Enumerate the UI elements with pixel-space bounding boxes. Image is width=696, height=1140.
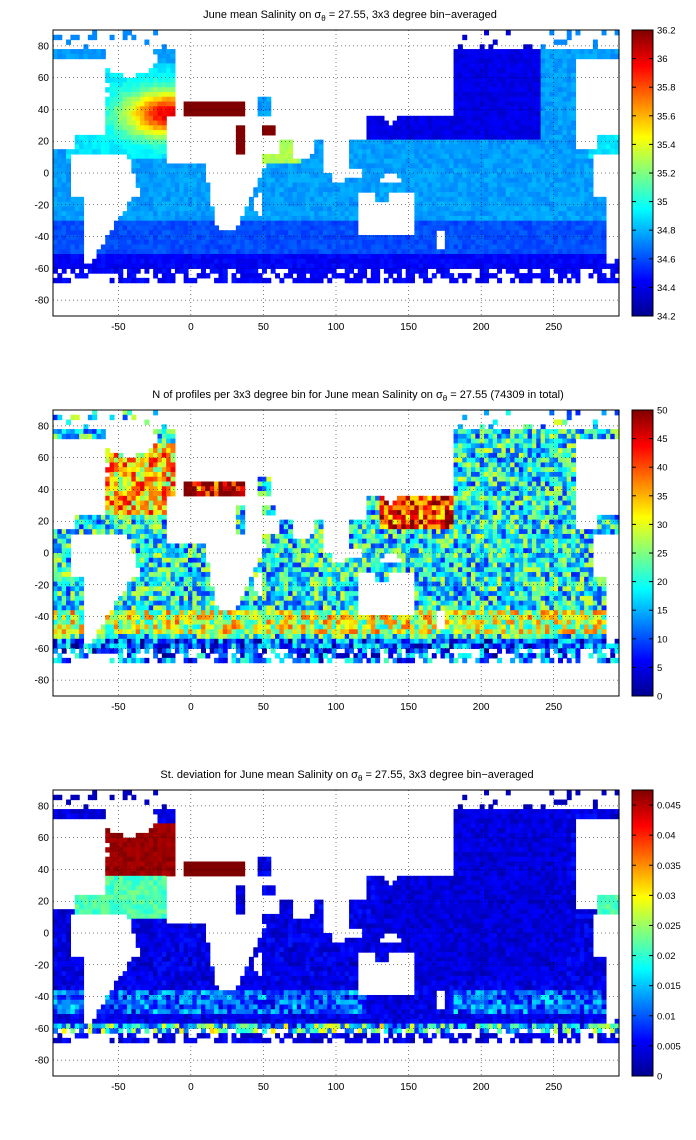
x-tick-label: -50 xyxy=(111,322,126,333)
y-tick-label: -80 xyxy=(35,1056,50,1067)
colorbar-tick-label: 36 xyxy=(657,54,668,65)
y-tick-label: -60 xyxy=(35,1024,50,1035)
y-tick-label: 0 xyxy=(43,549,49,560)
x-tick-label: 250 xyxy=(545,702,562,713)
panel-title: June mean Salinity on σθ = 27.55, 3x3 de… xyxy=(203,9,497,23)
colorbar-tick-label: 34.4 xyxy=(657,283,676,294)
y-tick-label: 20 xyxy=(38,137,50,148)
y-tick-label: 40 xyxy=(38,485,50,496)
y-tick-label: 0 xyxy=(43,169,49,180)
colorbar-tick-label: 35.6 xyxy=(657,111,676,122)
x-tick-label: 100 xyxy=(328,1082,345,1093)
y-tick-label: 60 xyxy=(38,453,50,464)
colorbar-tick-label: 0.01 xyxy=(657,1011,676,1022)
count-colorbar: 0 5 10 15 20 25 30 35 40 45 50 xyxy=(631,406,668,703)
panel-std: St. deviation for June mean Salinity on … xyxy=(35,769,681,1093)
colorbar-tick-label: 36.2 xyxy=(657,26,676,37)
colorbar-tick-label: 0.015 xyxy=(657,981,681,992)
y-tick-label: 80 xyxy=(38,421,50,432)
y-tick-label: 80 xyxy=(38,801,50,812)
y-tick-label: -40 xyxy=(35,612,50,623)
panel-count: N of profiles per 3x3 degree bin for Jun… xyxy=(35,389,668,713)
x-tick-label: 50 xyxy=(258,322,270,333)
colorbar-tick-label: 0.03 xyxy=(657,891,676,902)
x-tick-label: 200 xyxy=(473,702,490,713)
y-tick-label: 40 xyxy=(38,865,50,876)
std-colorbar: 0 0.005 0.01 0.015 0.02 0.025 0.03 0.035 0.04 0.0… xyxy=(631,789,681,1083)
colorbar-tick-label: 35.2 xyxy=(657,169,676,180)
x-tick-label: 150 xyxy=(400,1082,417,1093)
y-tick-label: 0 xyxy=(43,929,49,940)
colorbar-tick-label: 5 xyxy=(657,663,662,674)
std-map xyxy=(53,790,620,1076)
x-tick-label: 200 xyxy=(473,322,490,333)
y-tick-label: -20 xyxy=(35,200,50,211)
y-tick-label: 20 xyxy=(38,897,50,908)
colorbar-tick-label: 40 xyxy=(657,463,668,474)
x-tick-label: 200 xyxy=(473,1082,490,1093)
x-tick-label: 0 xyxy=(188,322,194,333)
x-tick-label: 100 xyxy=(328,322,345,333)
x-tick-label: 50 xyxy=(258,1082,270,1093)
x-tick-label: 0 xyxy=(188,1082,194,1093)
colorbar-tick-label: 35.4 xyxy=(657,140,676,151)
x-tick-label: 150 xyxy=(400,702,417,713)
colorbar-tick-label: 34.8 xyxy=(657,226,676,237)
colorbar-tick-label: 0 xyxy=(657,692,662,703)
y-tick-label: -80 xyxy=(35,676,50,687)
y-tick-label: -20 xyxy=(35,960,50,971)
x-tick-label: 50 xyxy=(258,702,270,713)
colorbar-gradient xyxy=(631,789,654,1077)
count-map xyxy=(53,410,620,696)
x-tick-label: -50 xyxy=(111,702,126,713)
colorbar-tick-label: 0.045 xyxy=(657,801,681,812)
y-tick-label: -60 xyxy=(35,644,50,655)
colorbar-tick-label: 0.02 xyxy=(657,951,676,962)
y-tick-label: 20 xyxy=(38,517,50,528)
colorbar-tick-label: 35 xyxy=(657,197,668,208)
colorbar-tick-label: 0.035 xyxy=(657,861,681,872)
y-tick-label: 60 xyxy=(38,833,50,844)
x-tick-label: 250 xyxy=(545,1082,562,1093)
colorbar-tick-label: 0.04 xyxy=(657,831,676,842)
x-tick-label: 0 xyxy=(188,702,194,713)
salinity-map xyxy=(53,30,620,316)
x-tick-label: 250 xyxy=(545,322,562,333)
panel-title: St. deviation for June mean Salinity on … xyxy=(160,769,533,783)
colorbar-tick-label: 25 xyxy=(657,549,668,560)
colorbar-tick-label: 0 xyxy=(657,1072,662,1083)
y-tick-label: 60 xyxy=(38,73,50,84)
colorbar-tick-label: 35.8 xyxy=(657,83,676,94)
colorbar-tick-label: 35 xyxy=(657,491,668,502)
colorbar-tick-label: 34.6 xyxy=(657,254,676,265)
colorbar-tick-label: 50 xyxy=(657,406,668,417)
y-tick-label: -40 xyxy=(35,232,50,243)
colorbar-tick-label: 45 xyxy=(657,434,668,445)
panel-title: N of profiles per 3x3 degree bin for Jun… xyxy=(152,389,563,403)
colorbar-tick-label: 0.025 xyxy=(657,921,681,932)
y-tick-label: 40 xyxy=(38,105,50,116)
y-tick-label: -80 xyxy=(35,296,50,307)
colorbar-tick-label: 10 xyxy=(657,634,668,645)
colorbar-tick-label: 30 xyxy=(657,520,668,531)
colorbar-tick-label: 15 xyxy=(657,606,668,617)
colorbar-tick-label: 34.2 xyxy=(657,312,676,323)
y-tick-label: -60 xyxy=(35,264,50,275)
y-tick-label: -40 xyxy=(35,992,50,1003)
y-tick-label: 80 xyxy=(38,41,50,52)
x-tick-label: -50 xyxy=(111,1082,126,1093)
x-tick-label: 100 xyxy=(328,702,345,713)
panel-salinity: June mean Salinity on σθ = 27.55, 3x3 de… xyxy=(35,9,676,333)
colorbar-tick-label: 20 xyxy=(657,577,668,588)
y-tick-label: -20 xyxy=(35,580,50,591)
x-tick-label: 150 xyxy=(400,322,417,333)
colorbar-tick-label: 0.005 xyxy=(657,1041,681,1052)
salinity-colorbar: 34.2 34.4 34.6 34.8 35 35.2 35.4 35.6 35.8 36 36.2 xyxy=(631,26,676,323)
